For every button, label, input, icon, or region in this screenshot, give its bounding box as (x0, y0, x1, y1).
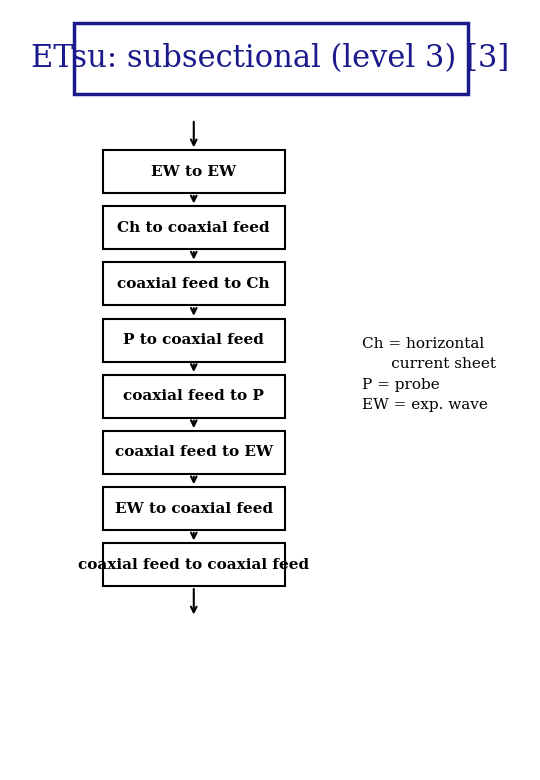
Text: ETsu: subsectional (level 3) [3]: ETsu: subsectional (level 3) [3] (31, 43, 510, 74)
FancyBboxPatch shape (103, 150, 285, 193)
Text: Ch = horizontal
      current sheet
P = probe
EW = exp. wave: Ch = horizontal current sheet P = probe … (362, 336, 496, 413)
Text: coaxial feed to coaxial feed: coaxial feed to coaxial feed (78, 558, 309, 572)
Text: EW to coaxial feed: EW to coaxial feed (114, 502, 273, 516)
FancyBboxPatch shape (103, 374, 285, 418)
FancyBboxPatch shape (103, 431, 285, 473)
Text: coaxial feed to Ch: coaxial feed to Ch (118, 277, 270, 291)
FancyBboxPatch shape (103, 487, 285, 530)
FancyBboxPatch shape (103, 206, 285, 249)
FancyBboxPatch shape (103, 262, 285, 305)
Text: Ch to coaxial feed: Ch to coaxial feed (118, 221, 270, 235)
FancyBboxPatch shape (74, 23, 468, 94)
Text: coaxial feed to EW: coaxial feed to EW (114, 445, 273, 459)
FancyBboxPatch shape (103, 318, 285, 361)
Text: EW to EW: EW to EW (151, 165, 237, 179)
Text: P to coaxial feed: P to coaxial feed (123, 333, 264, 347)
Text: coaxial feed to P: coaxial feed to P (123, 389, 264, 403)
FancyBboxPatch shape (103, 543, 285, 587)
